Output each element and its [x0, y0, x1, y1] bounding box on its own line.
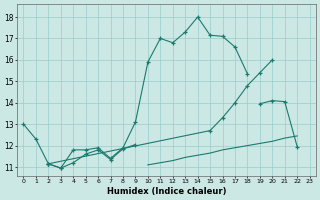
X-axis label: Humidex (Indice chaleur): Humidex (Indice chaleur) — [107, 187, 226, 196]
